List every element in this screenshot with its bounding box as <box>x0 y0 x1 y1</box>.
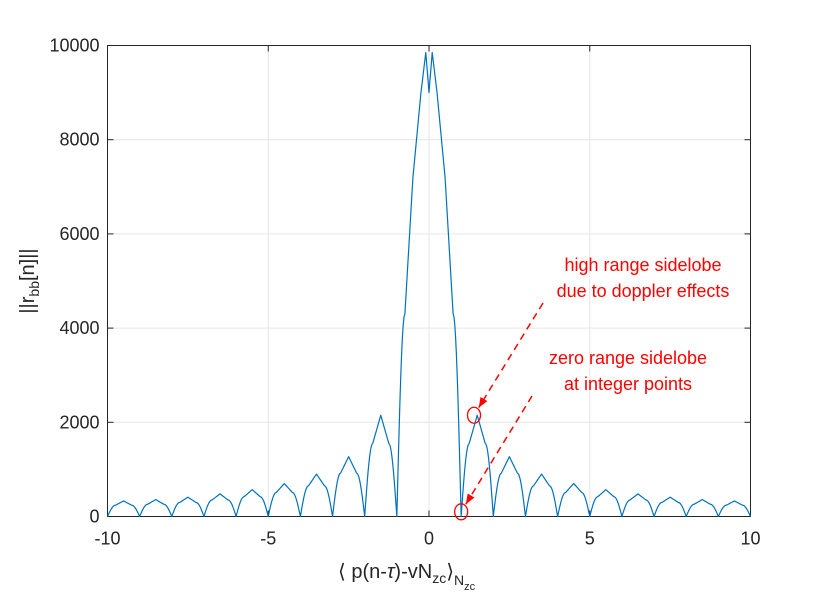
y-tick-label: 0 <box>89 507 99 527</box>
x-tick-labels: -10 -5 0 5 10 <box>94 529 760 549</box>
x-axis-label: ⟨ p(n-τ)-vNzc⟩Nzc <box>338 561 476 593</box>
annotation-arrow-line <box>465 395 533 505</box>
y-tick-labels: 0 2000 4000 6000 8000 10000 <box>49 36 99 527</box>
series-line <box>106 51 752 518</box>
x-tick-label: 5 <box>585 529 595 549</box>
y-tick-label: 10000 <box>49 36 99 56</box>
annotation-text-line: high range sidelobe <box>564 255 721 275</box>
x-tick-label: -10 <box>94 529 120 549</box>
series-layer <box>106 51 752 518</box>
annotation-circle <box>466 406 482 424</box>
x-tick-label: 10 <box>740 529 760 549</box>
annotation-text-line: at integer points <box>564 374 692 394</box>
x-tick-label: 0 <box>424 529 434 549</box>
annotation-arrow-head <box>465 493 475 505</box>
annotation-arrow-line <box>478 302 544 408</box>
annotation-text-line: zero range sidelobe <box>549 348 707 368</box>
y-tick-label: 2000 <box>59 412 99 432</box>
grid-lines <box>107 45 751 517</box>
annotation-arrow-head <box>478 396 488 408</box>
y-tick-label: 8000 <box>59 130 99 150</box>
y-axis-label: ||rbb[n]|| <box>17 248 42 313</box>
x-tick-label: -5 <box>260 529 276 549</box>
annotation-text-line: due to doppler effects <box>557 281 730 301</box>
y-tick-label: 4000 <box>59 318 99 338</box>
y-tick-label: 6000 <box>59 224 99 244</box>
annotations-layer: high range sidelobe due to doppler effect… <box>453 255 730 521</box>
annotation-circle <box>453 503 469 521</box>
